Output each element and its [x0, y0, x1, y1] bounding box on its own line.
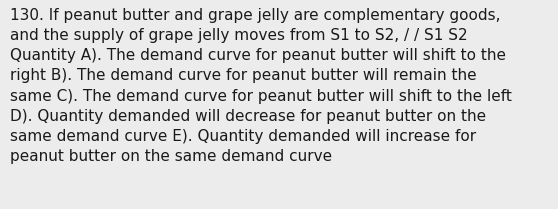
- Text: 130. If peanut butter and grape jelly are complementary goods,
and the supply of: 130. If peanut butter and grape jelly ar…: [10, 8, 512, 164]
